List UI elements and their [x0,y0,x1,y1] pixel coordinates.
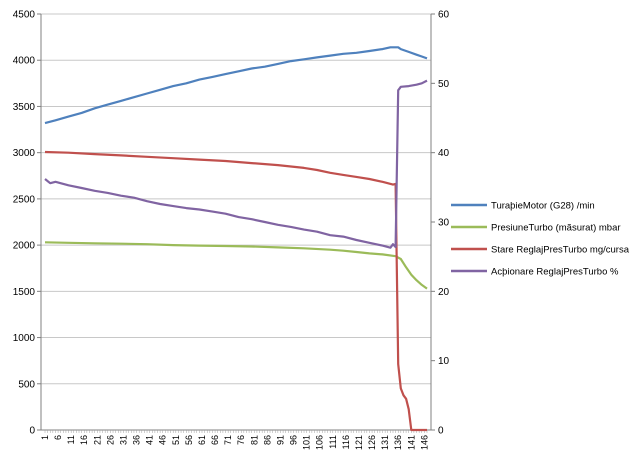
legend: TuraþieMotor (G28) /min PresiuneTurbo (mã… [451,201,630,278]
y2-tick-label: 30 [438,218,450,229]
x-tick-label: 56 [184,435,194,445]
x-tick-label: 116 [341,435,351,449]
x-tick-label: 16 [79,435,89,445]
x-tick-label: 146 [419,435,429,450]
y-tick-label: 2500 [13,194,36,205]
x-tick-label: 31 [118,435,128,445]
y2-tick-label: 40 [438,148,450,159]
x-tick-label: 131 [380,435,390,450]
series-line-2 [44,241,428,290]
y2-tick-label: 10 [438,356,450,367]
y-tick-label: 4500 [13,10,36,21]
y-tick-label: 4000 [13,56,36,67]
y2-tick-label: 60 [438,10,450,21]
series-lines [44,46,428,432]
x-tick-label: 111 [328,435,338,449]
x-tick-label: 11 [66,435,76,444]
legend-entry: TuraþieMotor (G28) /min [491,201,595,212]
x-tick-label: 66 [210,435,220,445]
x-tick-label: 61 [197,435,207,445]
y-tick-label: 0 [29,426,35,437]
y-tick-label: 2000 [13,241,36,252]
gridlines [41,13,431,431]
x-tick-label: 86 [262,435,272,445]
series-line-1 [44,46,428,125]
y2-tick-label: 0 [438,426,444,437]
x-tick-label: 1 [40,435,50,440]
x-tick-label: 26 [105,435,115,445]
x-tick-label: 91 [275,435,285,445]
y-tick-label: 1000 [13,333,36,344]
x-tick-label: 46 [158,435,168,445]
x-tick-label: 6 [53,435,63,440]
x-tick-label: 106 [315,435,325,450]
x-axis-tick-labels: 1 6 11 16 21 26 31 36 41 46 51 56 61 66 71 76 81 86 91 96 10… [40,435,429,450]
series-line-4 [44,79,428,249]
x-tick-label: 101 [302,435,312,450]
y-tick-label: 500 [18,379,35,390]
x-tick-label: 51 [171,435,181,445]
y2-tick-label: 50 [438,79,450,90]
legend-entry: Stare ReglajPresTurbo mg/cursa [491,245,630,256]
x-tick-label: 141 [406,435,416,450]
x-tick-label: 126 [367,435,377,450]
x-tick-label: 96 [289,435,299,445]
x-tick-label: 71 [223,435,233,445]
y-tick-label: 1500 [13,287,36,298]
x-tick-label: 36 [132,435,142,445]
y-tick-label: 3000 [13,148,36,159]
legend-entry: PresiuneTurbo (mãsurat) mbar [491,223,621,234]
x-tick-label: 41 [145,435,155,445]
x-tick-label: 136 [393,435,403,450]
x-tick-label: 76 [236,435,246,445]
right-axis-tick-labels: 0 10 20 30 40 50 60 [438,10,450,437]
x-tick-label: 121 [354,435,364,450]
series-line-3 [44,150,427,432]
x-tick-label: 21 [92,435,102,445]
left-axis-tick-labels: 0 500 1000 1500 2000 2500 3000 3500 4000 4500 [13,10,36,437]
legend-entry: Acþionare ReglajPresTurbo % [491,267,619,278]
x-tick-label: 81 [249,435,259,445]
y2-tick-label: 20 [438,287,450,298]
axes [37,13,435,433]
y-tick-label: 3500 [13,102,36,113]
